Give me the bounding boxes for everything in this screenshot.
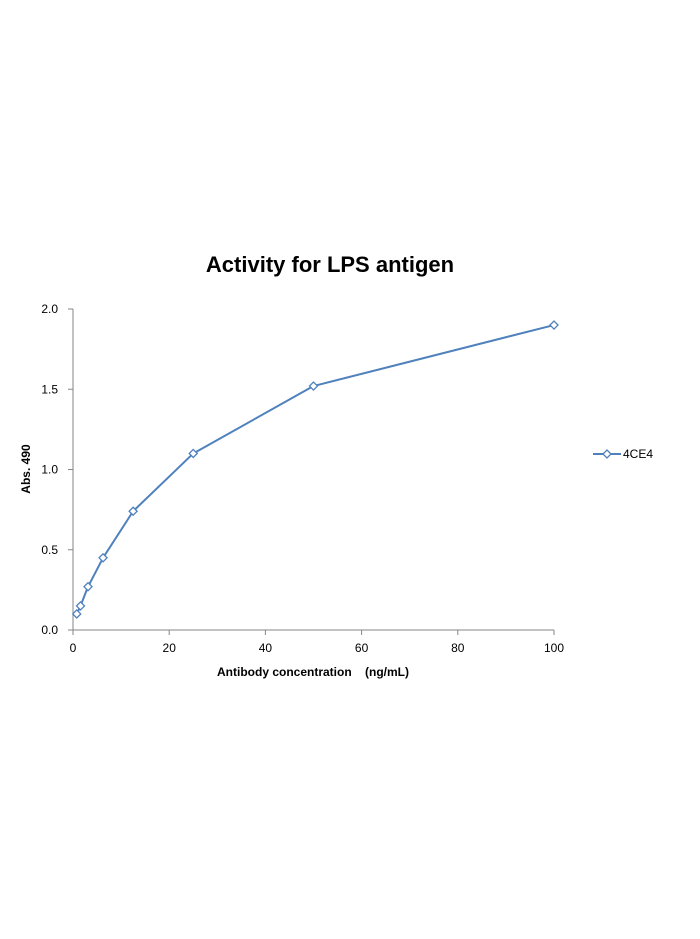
- x-axis-title: Antibody concentration (ng/mL): [217, 665, 409, 679]
- legend-label: 4CE4: [623, 447, 653, 461]
- x-tick-label: 40: [259, 641, 273, 655]
- series-line: [75, 324, 555, 615]
- legend: 4CE4: [593, 447, 653, 461]
- axes: [72, 309, 554, 631]
- y-tick-label: 1.5: [41, 382, 58, 396]
- data-point-marker: [75, 601, 86, 611]
- y-tick-label: 0.5: [41, 543, 58, 557]
- y-ticks: 0.0 0.5 1.0 1.5 2.0: [41, 302, 73, 637]
- series-layer: [71, 320, 559, 619]
- y-tick-label: 0.0: [41, 623, 58, 637]
- data-point-marker: [188, 448, 199, 459]
- y-axis-title: Abs. 490: [19, 444, 33, 494]
- x-ticks: 0 20 40 60 80 100: [70, 630, 564, 655]
- y-tick-label: 2.0: [41, 302, 58, 316]
- x-tick-label: 80: [451, 641, 465, 655]
- data-point-marker: [71, 609, 82, 619]
- y-tick-label: 1.0: [41, 463, 58, 477]
- data-point-marker: [549, 320, 559, 330]
- x-tick-label: 20: [163, 641, 177, 655]
- data-point-marker: [83, 581, 93, 592]
- legend-marker: [602, 449, 612, 459]
- x-tick-label: 60: [355, 641, 369, 655]
- data-point-marker: [128, 506, 139, 517]
- x-tick-label: 100: [544, 641, 564, 655]
- data-point-marker: [308, 381, 319, 391]
- data-point-marker: [98, 552, 108, 563]
- x-tick-label: 0: [70, 641, 77, 655]
- chart-title: Activity for LPS antigen: [206, 252, 454, 277]
